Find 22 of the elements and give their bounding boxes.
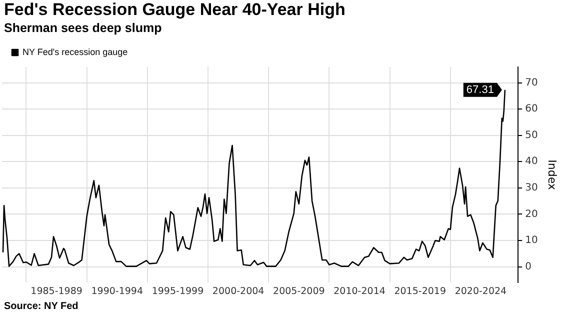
x-tick-label: 2005-2009 [273,286,325,297]
data-label: 67.31 [466,84,494,96]
x-tick-label: 2015-2019 [394,286,446,297]
legend-label: NY Fed's recession gauge [22,46,128,57]
x-tick-label: 2000-2004 [212,286,264,297]
y-tick-label: 30 [525,182,538,194]
y-tick-label: 60 [525,104,538,115]
y-tick-label: 40 [525,156,538,168]
y-tick-label: 0 [525,261,532,272]
y-tick-label: 50 [525,130,538,141]
source-note: Source: NY Fed [4,301,78,312]
y-tick-label: 20 [525,208,538,220]
x-tick-label: 1990-1994 [91,286,144,297]
x-tick-label: 1985-1989 [30,286,82,297]
x-tick-label: 2010-2014 [334,286,386,297]
x-tick-label: 2020-2024 [454,286,507,297]
y-axis-title: Index [546,160,559,190]
y-tick-label: 10 [525,235,538,246]
chart-title: Fed's Recession Gauge Near 40-Year High [4,0,346,20]
x-tick-label: 1995-1999 [152,286,204,297]
chart-subtitle: Sherman sees deep slump [4,21,162,35]
y-tick-label: 70 [525,77,538,88]
